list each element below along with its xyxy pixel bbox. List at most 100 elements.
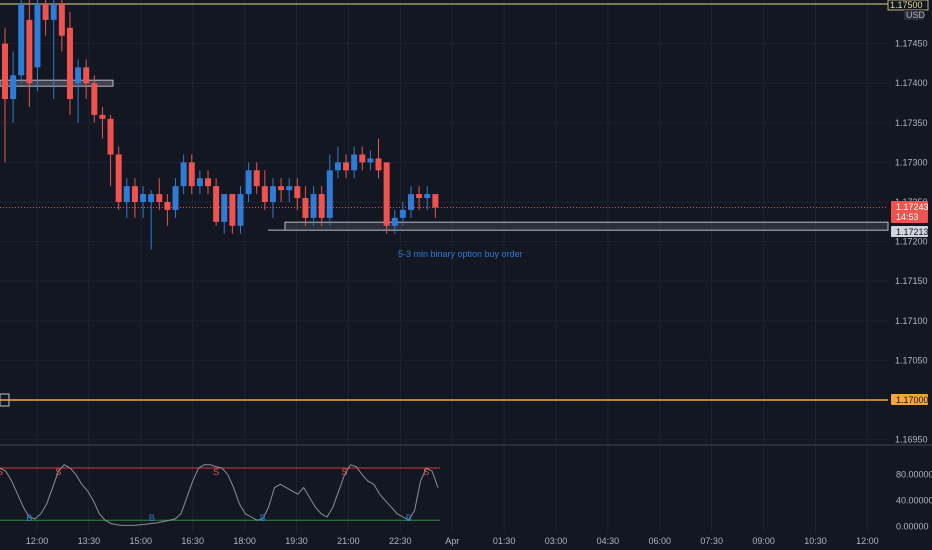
candle-body [213, 186, 220, 222]
x-tick-label: 01:30 [493, 536, 516, 546]
candle-body [416, 194, 423, 199]
candle-body [2, 43, 8, 100]
price-tag-current: 1.17243 14:53 [891, 201, 929, 223]
candle-body [66, 27, 73, 100]
x-tick-label: 22:30 [389, 536, 412, 546]
sell-signal: S [0, 467, 3, 477]
candle-body [408, 194, 414, 210]
candle-body [164, 202, 171, 210]
currency-label: USD [906, 10, 926, 20]
candle-body [367, 158, 374, 163]
candle-body [375, 158, 382, 171]
x-tick-label: 19:30 [285, 536, 308, 546]
x-tick-label: 10:30 [804, 536, 827, 546]
x-tick-label: 07:30 [700, 536, 723, 546]
oscillator-pane [0, 464, 440, 526]
price-tag-current-text: 1.17243 [896, 202, 929, 212]
candle-body [18, 4, 25, 76]
candle-body [131, 186, 138, 202]
price-tag-zone: 1.17213 [891, 226, 929, 237]
candle-body [83, 67, 90, 84]
candle-body [253, 170, 260, 187]
candle-body [140, 194, 147, 202]
price-tag-zone-text: 1.17213 [896, 227, 929, 237]
upper-zone [0, 79, 114, 87]
candle-body [10, 75, 17, 100]
candle-body [278, 186, 285, 191]
oscillator-line [0, 464, 439, 526]
candle-body [334, 162, 341, 171]
x-tick-label: 16:30 [181, 536, 204, 546]
candle-body [196, 178, 203, 187]
x-tick-label: 21:00 [337, 536, 360, 546]
candle-body [34, 4, 41, 68]
osc-tick-label: 40.00000 [896, 496, 932, 506]
sell-signal: S [55, 467, 61, 477]
candle-body [269, 186, 276, 202]
time-axis[interactable]: 12:00 13:30 15:00 16:30 18:00 19:30 21:00 22:30… [26, 536, 879, 546]
x-tick-label: 12:00 [26, 536, 49, 546]
candle-body [261, 186, 268, 202]
x-tick-label: 03:00 [545, 536, 568, 546]
candle-body [237, 194, 244, 226]
buy-signal: B [406, 513, 412, 523]
x-tick-label: 15:00 [130, 536, 153, 546]
y-tick-label: 1.16950 [895, 435, 928, 445]
sell-signal: S [213, 467, 219, 477]
sell-signal: S [423, 467, 429, 477]
x-tick-label: Apr [445, 536, 459, 546]
candle-body [245, 170, 252, 195]
candle-body [26, 19, 33, 84]
support-handle [0, 393, 10, 407]
x-tick-label: 13:30 [78, 536, 101, 546]
buy-zone [284, 221, 889, 231]
candle-body [107, 118, 114, 155]
oscillator-axis: 80.00000 40.00000 0.00000 [896, 470, 932, 532]
candle-body [75, 67, 82, 84]
y-tick-label: 1.17200 [895, 237, 928, 247]
price-axis[interactable]: 1.174501.174001.173501.173001.172501.172… [895, 39, 928, 445]
x-tick-label: 12:00 [856, 536, 879, 546]
candle-body [156, 194, 163, 202]
candle-body [58, 4, 65, 36]
y-tick-label: 1.17050 [895, 355, 928, 365]
countdown-text: 14:53 [896, 212, 919, 222]
price-tag-support: 1.17000 [891, 394, 929, 405]
candle-body [391, 217, 398, 226]
candle-body [424, 194, 431, 199]
horizontal-lines[interactable] [0, 3, 888, 407]
y-tick-label: 1.17450 [895, 39, 928, 49]
candle-body [91, 83, 98, 115]
candle-body [148, 194, 155, 202]
annotation-text[interactable]: 5-3 min binary option buy order [398, 249, 523, 259]
sell-signal: S [342, 467, 348, 477]
candle-body [221, 194, 228, 222]
x-tick-label: 18:00 [233, 536, 256, 546]
candle-body [123, 186, 130, 202]
candle-body [229, 194, 236, 226]
candle-body [294, 186, 301, 199]
price-zones[interactable] [0, 79, 889, 231]
osc-tick-label: 0.00000 [896, 522, 929, 532]
candle-body [359, 154, 366, 163]
grid [0, 0, 888, 532]
x-tick-label: 04:30 [597, 536, 620, 546]
candle-body [351, 154, 358, 171]
candle-body [310, 194, 317, 218]
candle-body [99, 114, 106, 119]
candles [2, 0, 439, 250]
candle-body [326, 170, 333, 218]
candle-body [432, 194, 439, 208]
price-tag-top-text: 1.17500 [890, 0, 923, 10]
signals: S S S S S B B B B [0, 467, 429, 523]
candle-body [115, 154, 122, 202]
buy-signal: B [149, 513, 155, 523]
y-tick-label: 1.17350 [895, 118, 928, 128]
y-tick-label: 1.17100 [895, 316, 928, 326]
candle-body [302, 198, 309, 218]
x-tick-label: 09:00 [752, 536, 775, 546]
price-tag-support-text: 1.17000 [896, 395, 929, 405]
candle-body [180, 162, 187, 187]
price-tag-top: 1.17500 USD [887, 0, 929, 20]
